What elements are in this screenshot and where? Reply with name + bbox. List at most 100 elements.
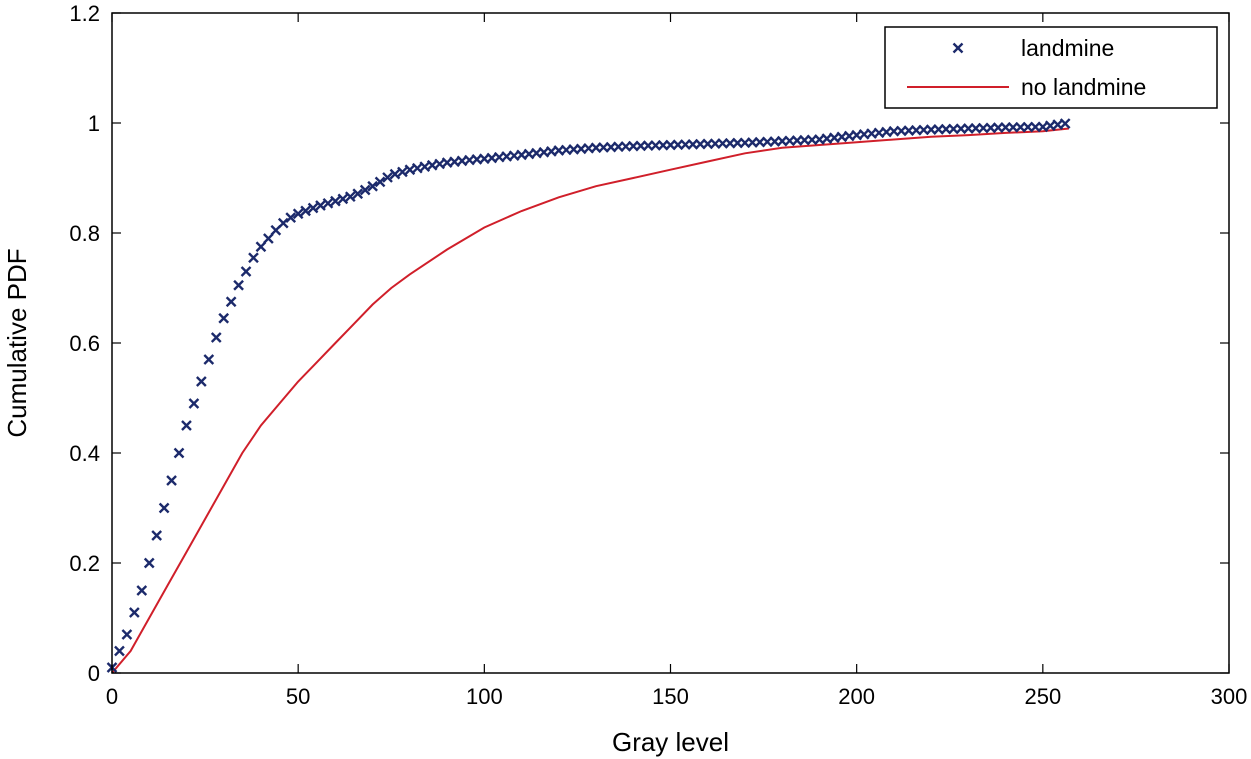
data-point-landmine bbox=[300, 205, 311, 217]
marker-stroke bbox=[895, 125, 907, 137]
x-tick-label: 200 bbox=[838, 684, 875, 709]
marker-stroke bbox=[531, 147, 542, 159]
marker-stroke bbox=[754, 136, 766, 148]
marker-stroke bbox=[553, 145, 565, 156]
marker-stroke bbox=[173, 447, 185, 459]
marker-stroke bbox=[613, 141, 624, 153]
marker-stroke bbox=[374, 176, 386, 188]
marker-stroke bbox=[397, 166, 408, 178]
marker-stroke bbox=[389, 168, 401, 180]
marker-stroke bbox=[419, 161, 431, 173]
y-tick-label: 0.2 bbox=[69, 551, 100, 576]
marker-stroke bbox=[866, 128, 877, 139]
legend-swatch-landmine bbox=[952, 42, 964, 54]
marker-stroke bbox=[952, 42, 964, 54]
data-point-landmine bbox=[158, 502, 170, 514]
marker-stroke bbox=[128, 607, 140, 618]
series-no-landmine bbox=[111, 127, 1070, 674]
data-point-landmine bbox=[128, 607, 140, 618]
data-point-landmine bbox=[389, 168, 401, 180]
marker-stroke bbox=[114, 645, 125, 657]
legend-label-landmine: landmine bbox=[1021, 35, 1114, 61]
data-point-landmine bbox=[337, 193, 349, 205]
y-tick-label: 0 bbox=[88, 661, 100, 686]
marker-stroke bbox=[478, 153, 490, 165]
data-point-landmine bbox=[166, 475, 177, 486]
marker-stroke bbox=[761, 136, 773, 148]
data-point-landmine bbox=[248, 252, 259, 264]
marker-stroke bbox=[791, 135, 803, 146]
marker-stroke bbox=[799, 134, 810, 146]
data-point-landmine bbox=[263, 233, 274, 244]
legend: landmine no landmine bbox=[884, 26, 1218, 109]
marker-stroke bbox=[784, 135, 795, 147]
marker-stroke bbox=[590, 142, 602, 154]
marker-stroke bbox=[121, 629, 133, 640]
data-point-landmine bbox=[1059, 118, 1071, 129]
legend-item-no-landmine: no landmine bbox=[907, 74, 1146, 100]
marker-stroke bbox=[359, 184, 371, 196]
marker-stroke bbox=[560, 144, 572, 156]
data-point-landmine bbox=[143, 557, 155, 569]
x-tick-label: 150 bbox=[652, 684, 689, 709]
marker-stroke bbox=[136, 585, 148, 596]
data-point-landmine bbox=[173, 447, 185, 459]
marker-stroke bbox=[143, 557, 155, 569]
data-point-landmine bbox=[196, 376, 207, 387]
data-point-landmine bbox=[136, 585, 148, 596]
data-point-landmine bbox=[121, 629, 133, 640]
marker-stroke bbox=[292, 208, 304, 220]
marker-stroke bbox=[464, 154, 475, 166]
marker-stroke bbox=[263, 233, 274, 244]
data-point-landmine bbox=[382, 172, 393, 183]
data-point-landmine bbox=[367, 180, 378, 192]
marker-stroke bbox=[315, 200, 326, 211]
data-point-landmine bbox=[315, 200, 326, 211]
data-point-landmine bbox=[114, 645, 125, 657]
marker-stroke bbox=[806, 134, 818, 146]
marker-stroke bbox=[1037, 121, 1049, 133]
marker-stroke bbox=[188, 398, 200, 409]
marker-stroke bbox=[210, 332, 222, 343]
marker-stroke bbox=[277, 217, 289, 229]
data-point-landmine bbox=[307, 202, 319, 214]
marker-stroke bbox=[546, 146, 557, 157]
marker-stroke bbox=[836, 131, 848, 143]
data-point-landmine bbox=[210, 332, 222, 343]
marker-stroke bbox=[307, 202, 319, 214]
marker-stroke bbox=[330, 195, 341, 207]
marker-stroke bbox=[404, 164, 416, 176]
marker-stroke bbox=[910, 124, 922, 136]
marker-stroke bbox=[248, 252, 259, 264]
marker-stroke bbox=[918, 124, 930, 136]
marker-stroke bbox=[814, 134, 825, 145]
marker-stroke bbox=[1044, 120, 1056, 132]
data-point-landmine bbox=[352, 188, 364, 200]
data-point-landmine bbox=[203, 354, 215, 365]
data-point-landmine bbox=[397, 166, 408, 178]
x-tick-label: 250 bbox=[1024, 684, 1061, 709]
marker-stroke bbox=[769, 136, 781, 147]
marker-stroke bbox=[1052, 119, 1064, 130]
marker-stroke bbox=[151, 530, 163, 541]
marker-stroke bbox=[568, 144, 580, 155]
marker-stroke bbox=[434, 158, 446, 170]
marker-stroke bbox=[158, 502, 170, 514]
legend-items: landmine no landmine bbox=[907, 35, 1146, 100]
marker-stroke bbox=[881, 126, 892, 138]
marker-stroke bbox=[240, 266, 252, 277]
marker-stroke bbox=[598, 142, 609, 153]
marker-stroke bbox=[196, 376, 207, 387]
data-point-landmine bbox=[292, 208, 304, 220]
data-point-landmine bbox=[330, 195, 341, 207]
x-tick-label: 0 bbox=[106, 684, 118, 709]
y-axis-title: Cumulative PDF bbox=[2, 248, 32, 437]
marker-stroke bbox=[538, 146, 550, 158]
marker-stroke bbox=[828, 132, 840, 144]
data-point-landmine bbox=[233, 279, 244, 291]
marker-stroke bbox=[873, 127, 885, 139]
marker-stroke bbox=[233, 279, 244, 291]
data-point-landmine bbox=[218, 312, 230, 324]
marker-stroke bbox=[903, 125, 915, 136]
data-point-landmine bbox=[374, 176, 386, 188]
